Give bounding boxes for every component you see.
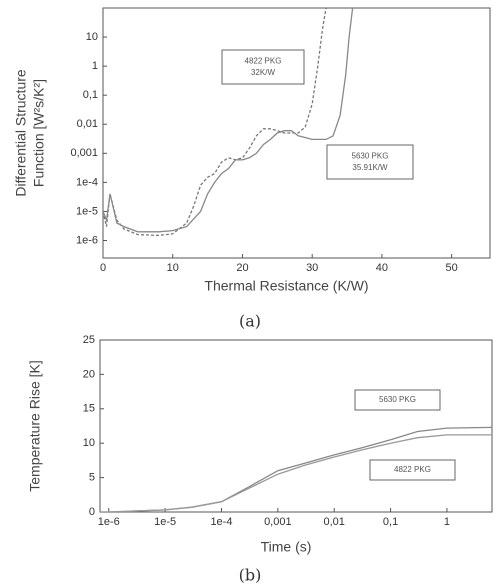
caption: (b) bbox=[239, 566, 262, 585]
label-name: 4822 PKG bbox=[245, 56, 282, 65]
caption: (a) bbox=[239, 312, 261, 331]
y-tick-label: 20 bbox=[83, 368, 95, 380]
series-line bbox=[100, 434, 492, 512]
series-line bbox=[103, 8, 354, 233]
y-axis-label: Function [W²s/K²] bbox=[31, 79, 47, 187]
label-note: 32K/W bbox=[251, 68, 275, 77]
label-name: 4822 PKG bbox=[394, 465, 431, 474]
y-tick-label: 1e-5 bbox=[76, 205, 98, 217]
x-tick-label: 1 bbox=[444, 516, 450, 528]
label-box bbox=[326, 144, 414, 180]
x-tick-label: 10 bbox=[167, 262, 179, 274]
y-tick-label: 0,001 bbox=[70, 147, 98, 159]
label-box bbox=[221, 49, 305, 85]
y-tick-label: 15 bbox=[83, 403, 95, 415]
y-tick-label: 5 bbox=[89, 472, 95, 484]
label-box bbox=[369, 459, 456, 481]
x-tick-label: 50 bbox=[446, 262, 458, 274]
x-tick-label: 0,01 bbox=[323, 516, 344, 528]
y-tick-label: 0,1 bbox=[83, 89, 98, 101]
label-name: 5630 PKG bbox=[379, 395, 416, 404]
x-tick-label: 1e-4 bbox=[210, 516, 232, 528]
y-tick-label: 1e-6 bbox=[76, 234, 98, 246]
x-tick-label: 40 bbox=[376, 262, 388, 274]
y-tick-label: 1 bbox=[92, 60, 98, 72]
y-axis-label: Differential Structure bbox=[13, 69, 29, 197]
y-tick-label: 0,01 bbox=[77, 118, 98, 130]
series-line bbox=[103, 8, 327, 237]
x-tick-label: 1e-5 bbox=[154, 516, 176, 528]
x-axis-label: Thermal Resistance (K/W) bbox=[204, 278, 368, 294]
x-tick-label: 20 bbox=[236, 262, 248, 274]
plot-frame bbox=[99, 339, 493, 513]
x-tick-label: 0,001 bbox=[264, 516, 292, 528]
x-axis-label: Time (s) bbox=[261, 539, 312, 555]
y-axis-label: Temperature Rise [K] bbox=[27, 360, 43, 492]
label-box bbox=[354, 389, 441, 411]
y-tick-label: 1e-4 bbox=[76, 176, 98, 188]
x-tick-label: 0 bbox=[100, 262, 106, 274]
x-tick-label: 0,1 bbox=[383, 516, 398, 528]
label-name: 5630 PKG bbox=[352, 151, 389, 160]
plot-frame bbox=[102, 7, 491, 259]
y-tick-label: 0 bbox=[89, 506, 95, 518]
y-tick-label: 25 bbox=[83, 334, 95, 346]
y-tick-label: 10 bbox=[83, 437, 95, 449]
label-note: 35.91K/W bbox=[352, 163, 388, 172]
x-tick-label: 30 bbox=[306, 262, 318, 274]
x-tick-label: 1e-6 bbox=[98, 516, 120, 528]
y-tick-label: 10 bbox=[86, 31, 98, 43]
